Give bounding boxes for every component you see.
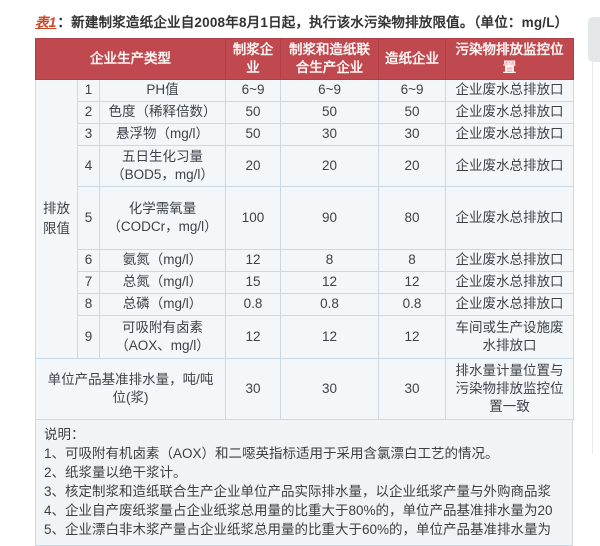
value-joint: 12 <box>280 315 380 359</box>
table-row: 3 悬浮物（mg/l） 50 30 30 企业废水总排放口 <box>36 123 575 146</box>
table-caption-text: ：新建制浆造纸企业自2008年8月1日起，执行该水污染物排放限值。（单位：mg/… <box>57 15 569 30</box>
value-paper: 0.8 <box>378 293 447 316</box>
table-row: 2 色度（稀释倍数） 50 50 50 企业废水总排放口 <box>36 101 575 124</box>
note-item: 2、纸浆量以绝干浆计。 <box>44 465 187 480</box>
value-pulp: 15 <box>225 271 282 294</box>
row-num: 3 <box>77 123 100 146</box>
value-paper: 30 <box>378 123 447 146</box>
value-joint: 50 <box>280 101 380 124</box>
monitor-position: 排水量计量位置与污染物排放监控位置一致 <box>445 358 575 420</box>
value-paper: 6~9 <box>378 79 447 102</box>
emission-limits-table: 企业生产类型 制浆企业 制浆和造纸联合生产企业 造纸企业 污染物排放监控位置 排… <box>34 38 575 420</box>
value-joint: 6~9 <box>280 79 380 102</box>
value-joint: 30 <box>280 123 380 146</box>
pollutant-name: PH值 <box>98 79 227 102</box>
value-pulp: 30 <box>225 358 282 420</box>
pollutant-name: 色度（稀释倍数） <box>98 101 227 124</box>
header-paper-enterprise: 造纸企业 <box>378 38 447 80</box>
row-num: 2 <box>77 101 100 124</box>
table-caption: 表1：新建制浆造纸企业自2008年8月1日起，执行该水污染物排放限值。（单位：m… <box>35 11 573 31</box>
note-item: 4、企业自产废纸浆量占企业纸浆总用量的比重大于80%的，单位产品基准排水量为20 <box>44 503 553 518</box>
value-paper: 80 <box>378 186 447 250</box>
value-pulp: 6~9 <box>225 79 282 102</box>
note-item: 3、核定制浆和造纸联合生产企业单位产品实际排水量，以企业纸浆产量与外购商品浆 <box>44 484 552 499</box>
value-pulp: 50 <box>225 101 282 124</box>
monitor-position: 企业废水总排放口 <box>445 186 575 250</box>
article-content: 表1：新建制浆造纸企业自2008年8月1日起，执行该水污染物排放限值。（单位：m… <box>34 8 575 546</box>
value-paper: 20 <box>378 145 447 187</box>
header-pulp-enterprise: 制浆企业 <box>225 38 282 80</box>
value-pulp: 12 <box>225 249 282 272</box>
monitor-position: 企业废水总排放口 <box>445 101 575 124</box>
notes-heading: 说明： <box>44 427 85 442</box>
monitor-position: 车间或生产设施废水排放口 <box>445 315 575 359</box>
row-num: 6 <box>77 249 100 272</box>
row-num: 9 <box>77 315 100 359</box>
table-row: 4 五日生化习量（BOD5，mg/l） 20 20 20 企业废水总排放口 <box>36 145 575 187</box>
value-paper: 30 <box>378 358 447 420</box>
value-pulp: 12 <box>225 315 282 359</box>
table-row: 8 总磷（mg/l） 0.8 0.8 0.8 企业废水总排放口 <box>36 293 575 316</box>
header-joint-enterprise: 制浆和造纸联合生产企业 <box>280 38 380 80</box>
pollutant-name: 悬浮物（mg/l） <box>98 123 227 146</box>
footer-label: 单位产品基准排水量，吨/吨位(浆) <box>34 358 227 420</box>
monitor-position: 企业废水总排放口 <box>445 293 575 316</box>
table-row: 5 化学需氧量（CODCr，mg/l） 100 90 80 企业废水总排放口 <box>36 186 575 250</box>
row-num: 7 <box>77 271 100 294</box>
row-num: 4 <box>77 145 100 187</box>
table-row: 排放限值 1 PH值 6~9 6~9 6~9 企业废水总排放口 <box>35 79 575 359</box>
value-pulp: 0.8 <box>225 293 282 316</box>
note-item: 1、可吸附有机卤素（AOX）和二噁英指标适用于采用含氯漂白工艺的情况。 <box>44 446 499 461</box>
notes-box: 说明： 1、可吸附有机卤素（AOX）和二噁英指标适用于采用含氯漂白工艺的情况。 … <box>35 420 573 546</box>
value-paper: 12 <box>378 315 447 359</box>
row-num: 8 <box>77 293 100 316</box>
value-joint: 90 <box>280 186 380 250</box>
value-joint: 30 <box>280 358 380 420</box>
pollutant-name: 总磷（mg/l） <box>98 293 227 316</box>
table-footer-row: 单位产品基准排水量，吨/吨位(浆) 30 30 30 排水量计量位置与污染物排放… <box>34 358 575 420</box>
table-row: 6 氨氮（mg/l） 12 8 8 企业废水总排放口 <box>36 249 575 272</box>
value-paper: 12 <box>378 271 447 294</box>
monitor-position: 企业废水总排放口 <box>445 123 575 146</box>
pollutant-name: 五日生化习量（BOD5，mg/l） <box>98 145 227 187</box>
scrollbar-thumb[interactable] <box>588 17 600 62</box>
table-row: 9 可吸附有卤素（AOX、mg/l） 12 12 12 车间或生产设施废水排放口 <box>36 315 575 359</box>
table-row: 7 总氮（mg/l） 15 12 12 企业废水总排放口 <box>36 271 575 294</box>
pollutant-name: 化学需氧量（CODCr，mg/l） <box>98 186 227 250</box>
monitor-position: 企业废水总排放口 <box>445 145 575 187</box>
note-item: 5、企业漂白非木浆产量占企业纸浆总用量的比重大于60%的，单位产品基准排水量为 <box>44 522 552 537</box>
monitor-position: 企业废水总排放口 <box>445 249 575 272</box>
header-monitor-position: 污染物排放监控位置 <box>445 38 575 80</box>
pollutant-name: 总氮（mg/l） <box>98 271 227 294</box>
value-joint: 20 <box>280 145 380 187</box>
value-pulp: 20 <box>225 145 282 187</box>
value-joint: 8 <box>280 249 380 272</box>
scrollbar-track <box>592 62 593 454</box>
monitor-position: 企业废水总排放口 <box>445 271 575 294</box>
table-caption-tag: 表1 <box>35 15 57 30</box>
value-paper: 50 <box>378 101 447 124</box>
value-pulp: 100 <box>225 186 282 250</box>
row-num: 1 <box>77 79 100 102</box>
pollutant-name: 可吸附有卤素（AOX、mg/l） <box>98 315 227 359</box>
table-header-row: 企业生产类型 制浆企业 制浆和造纸联合生产企业 造纸企业 污染物排放监控位置 <box>34 38 575 80</box>
pollutant-name: 氨氮（mg/l） <box>98 249 227 272</box>
row-num: 5 <box>77 186 100 250</box>
value-joint: 12 <box>280 271 380 294</box>
value-pulp: 50 <box>225 123 282 146</box>
value-paper: 8 <box>378 249 447 272</box>
header-production-type: 企业生产类型 <box>34 38 227 80</box>
value-joint: 0.8 <box>280 293 380 316</box>
monitor-position: 企业废水总排放口 <box>445 79 575 102</box>
row-group-label: 排放限值 <box>35 79 78 359</box>
